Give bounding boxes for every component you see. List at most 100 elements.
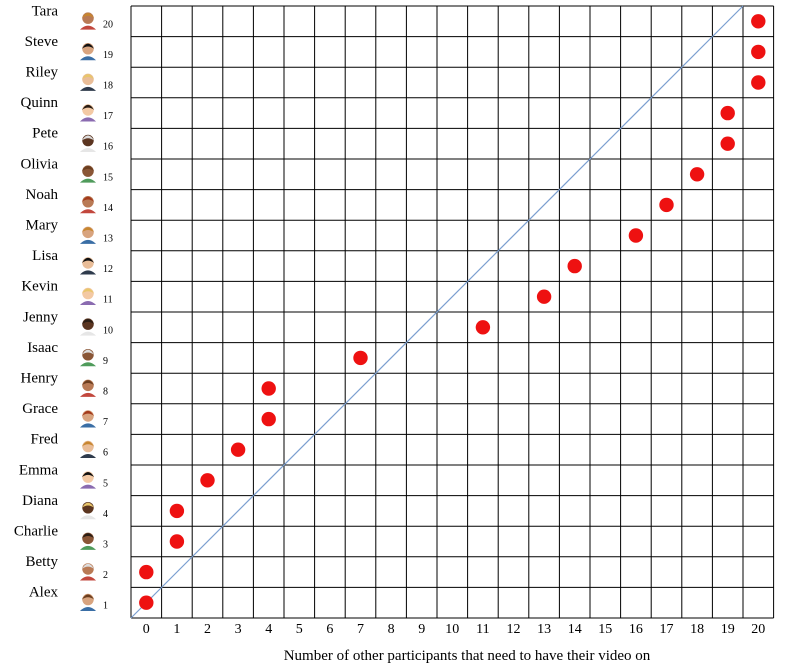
participant-index: 2: [103, 570, 108, 581]
x-tick-label: 9: [418, 622, 425, 637]
x-tick-label: 17: [660, 622, 674, 637]
x-tick-label: 11: [476, 622, 489, 637]
participant-name: Alex: [29, 585, 59, 601]
data-point: [139, 564, 154, 580]
curly-hair-woman-avatar-icon: [79, 165, 97, 183]
avatar-shirt: [79, 178, 97, 183]
x-axis-label: Number of other participants that need t…: [283, 648, 651, 664]
x-axis-ticks: 0 1 2 3 4 5 6 7 8 9 10 11 12 13 14 15 16 17 18 19 20: [143, 622, 765, 637]
brown-hair-woman-avatar-icon: [79, 410, 97, 428]
avatar-shirt: [79, 56, 97, 61]
avatar-hair: [81, 380, 95, 386]
data-point: [628, 228, 644, 243]
blonde-woman-avatar-icon: [79, 471, 97, 489]
avatar-shirt: [79, 301, 97, 306]
x-tick-label: 8: [388, 622, 395, 637]
data-point: [169, 503, 185, 519]
participant-name: Lisa: [32, 248, 58, 264]
avatar-shirt: [79, 454, 97, 459]
avatar-shirt: [79, 545, 97, 550]
x-tick-label: 19: [721, 622, 735, 637]
avatar-hair: [81, 12, 95, 19]
x-tick-label: 2: [204, 622, 211, 637]
data-point: [567, 258, 582, 274]
dark-skin-man-avatar-icon: [79, 440, 97, 459]
data-point: [169, 534, 185, 549]
x-tick-label: 7: [357, 622, 364, 637]
data-points: [139, 14, 766, 610]
data-point: [261, 381, 276, 396]
participant-name: Charlie: [14, 524, 58, 540]
participant-index: 10: [103, 325, 113, 336]
participant-name: Tara: [32, 3, 59, 19]
avatar-shirt: [79, 362, 97, 367]
data-point: [689, 167, 705, 182]
participant-index: 8: [103, 387, 108, 398]
participant-name: Betty: [26, 554, 59, 570]
avatar-hair: [81, 74, 95, 80]
participant-index: 9: [103, 356, 108, 367]
x-tick-label: 10: [445, 622, 459, 637]
avatar-shirt: [79, 209, 97, 214]
participant-name: Henry: [21, 371, 59, 387]
avatar-hair: [81, 43, 95, 49]
participant-index: 13: [103, 234, 113, 245]
data-point: [751, 75, 766, 90]
diagonal-line: [130, 5, 744, 619]
avatar-hair: [81, 227, 95, 233]
red-hair-woman-avatar-icon: [79, 257, 97, 275]
data-point: [751, 14, 766, 29]
ginger-man-avatar-icon: [79, 349, 97, 367]
avatar-hair: [81, 471, 95, 478]
avatar-shirt: [79, 86, 97, 91]
participant-index: 3: [103, 540, 108, 551]
avatar-shirt: [79, 239, 97, 244]
avatar-shirt: [79, 148, 97, 153]
avatar-hair: [81, 135, 95, 141]
avatar-shirt: [79, 423, 97, 428]
data-point: [200, 473, 215, 488]
participant-name: Riley: [26, 65, 59, 81]
avatar-hair: [81, 104, 95, 110]
avatar-hair: [81, 502, 95, 508]
data-point: [720, 105, 735, 121]
curly-hair-man-avatar-icon: [79, 593, 97, 612]
participant-name: Emma: [19, 462, 58, 478]
x-tick-label: 4: [265, 622, 272, 637]
avatar-hair: [81, 257, 95, 263]
avatar-shirt: [79, 331, 97, 336]
participant-index: 5: [103, 478, 108, 489]
x-tick-label: 12: [507, 622, 521, 637]
participant-index: 7: [103, 417, 108, 428]
data-point: [139, 595, 154, 610]
brown-hair-woman-avatar-icon: [79, 73, 97, 91]
avatar-shirt: [79, 484, 97, 489]
avatar-hair: [81, 410, 95, 416]
data-point: [475, 320, 491, 335]
bearded-man-avatar-icon: [79, 196, 97, 214]
dark-hair-woman-avatar-icon: [79, 12, 97, 30]
avatar-shirt: [79, 607, 97, 612]
white-hair-elderly-man-avatar-icon: [79, 532, 97, 550]
participant-name: Jenny: [23, 309, 58, 325]
participant-index: 14: [103, 203, 113, 214]
avatar-hair: [81, 196, 95, 202]
participant-index: 15: [103, 172, 113, 183]
mustache-man-avatar-icon: [79, 134, 97, 153]
avatar-hair: [81, 165, 95, 172]
participant-name: Isaac: [27, 340, 58, 356]
x-tick-label: 13: [537, 622, 551, 637]
diagonal-reference-line: [130, 5, 744, 619]
data-point: [751, 44, 766, 60]
x-tick-label: 0: [143, 622, 150, 637]
avatar-shirt: [79, 515, 97, 520]
participant-name: Kevin: [21, 279, 58, 295]
participant-name: Pete: [32, 126, 58, 142]
avatar-shirt: [79, 392, 97, 397]
participant-index: 11: [103, 295, 113, 306]
x-tick-label: 1: [173, 622, 180, 637]
afro-woman-avatar-icon: [79, 226, 97, 244]
curly-dark-man-avatar-icon: [79, 287, 97, 306]
avatar-hair: [81, 441, 95, 447]
